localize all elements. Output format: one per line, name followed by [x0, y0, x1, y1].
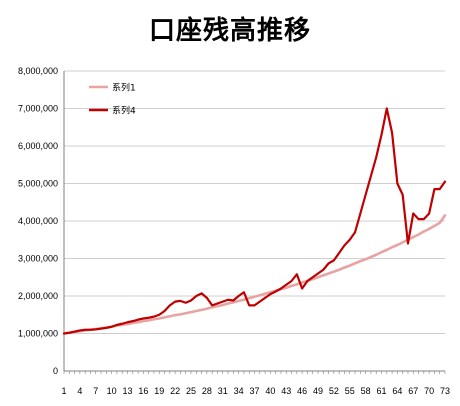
y-tick-label: 5,000,000 [18, 179, 58, 189]
y-tick-label: 0 [53, 366, 58, 376]
x-tick-label: 40 [265, 386, 275, 396]
series-line-2 [62, 107, 447, 335]
x-tick-label: 64 [392, 386, 402, 396]
x-tick-label: 4 [77, 386, 82, 396]
axes [63, 71, 446, 374]
y-tick-label: 3,000,000 [18, 254, 58, 264]
x-tick-label: 34 [234, 386, 244, 396]
x-tick-label: 25 [186, 386, 196, 396]
y-tick-label: 6,000,000 [18, 141, 58, 151]
y-tick-label: 2,000,000 [18, 291, 58, 301]
y-tick-label: 8,000,000 [18, 66, 58, 76]
x-tick-label: 49 [313, 386, 323, 396]
legend: 系列1 系列4 [89, 82, 136, 117]
x-tick-label: 61 [376, 386, 386, 396]
x-tick-label: 37 [249, 386, 259, 396]
series-line-1 [62, 214, 447, 335]
y-tick-labels: 0 1,000,000 2,000,000 3,000,000 4,000,000 5,0… [18, 66, 58, 376]
x-tick-label: 13 [122, 386, 132, 396]
x-tick-label: 70 [424, 386, 434, 396]
x-tick-label: 28 [202, 386, 212, 396]
x-tick-label: 67 [408, 386, 418, 396]
x-tick-label: 22 [170, 386, 180, 396]
x-tick-labels: 1 4 7 10 13 16 19 22 25 28 31 34 37 40 43 46 49 52 55 58 61 6… [61, 386, 450, 396]
legend-label-2: 系列4 [112, 105, 136, 117]
legend-label-1: 系列1 [112, 82, 136, 94]
x-tick-label: 19 [154, 386, 164, 396]
x-tick-label: 1 [61, 386, 66, 396]
x-tick-label: 55 [345, 386, 355, 396]
series-lines [62, 107, 447, 335]
x-tick-label: 10 [107, 386, 117, 396]
x-tick-label: 46 [297, 386, 307, 396]
x-tick-label: 52 [329, 386, 339, 396]
x-tick-label: 58 [361, 386, 371, 396]
x-tick-label: 7 [93, 386, 98, 396]
y-tick-label: 7,000,000 [18, 104, 58, 114]
x-tick-label: 43 [281, 386, 291, 396]
x-tick-label: 73 [440, 386, 450, 396]
y-tick-label: 1,000,000 [18, 329, 58, 339]
x-tick-label: 31 [218, 386, 228, 396]
y-tick-label: 4,000,000 [18, 216, 58, 226]
x-tick-label: 16 [138, 386, 148, 396]
chart-title: 口座残高推移 [148, 16, 311, 46]
